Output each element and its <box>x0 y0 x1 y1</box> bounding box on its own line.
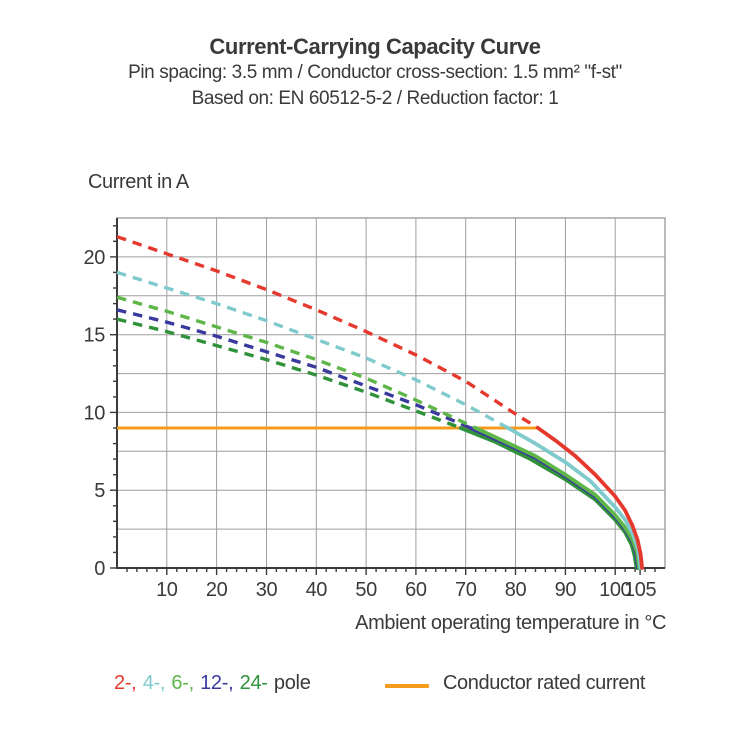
x-tick-label: 105 <box>624 579 656 601</box>
y-tick-label: 20 <box>84 247 106 269</box>
title-block: Current-Carrying Capacity Curve Pin spac… <box>0 33 750 112</box>
legend-pole-item-6: 6-, <box>171 672 200 694</box>
curve-12-pole-dashed <box>116 308 472 430</box>
curve-4-pole-dashed <box>116 270 509 430</box>
legend-pole-item-2: 2-, <box>114 672 142 694</box>
curve-6-pole-dashed <box>116 295 477 430</box>
curve-24-pole-dashed <box>116 317 462 430</box>
y-axis-title: Current in A <box>88 171 189 193</box>
x-tick-label: 20 <box>206 579 228 601</box>
legend-pole-item-4: 4-, <box>142 672 171 694</box>
legend-pole-suffix: pole <box>268 672 311 694</box>
x-tick-label: 10 <box>156 579 178 601</box>
x-axis-title: Ambient operating temperature in °C <box>355 612 666 634</box>
curve-2-pole-dashed <box>116 235 539 430</box>
curve-2-pole-solid <box>536 426 644 570</box>
x-tick-label: 60 <box>405 579 427 601</box>
curve-4-pole-solid <box>506 426 643 570</box>
y-tick-label: 5 <box>94 480 105 502</box>
chart-subtitle-spec: Pin spacing: 3.5 mm / Conductor cross-se… <box>128 62 622 83</box>
curve-6-pole-solid <box>473 426 641 570</box>
y-tick-label: 15 <box>84 325 106 347</box>
chart-subtitle-standard: Based on: EN 60512-5-2 / Reduction facto… <box>191 88 559 109</box>
y-tick-label: 0 <box>94 558 105 580</box>
x-tick-label: 100 <box>599 579 631 601</box>
x-tick-label: 50 <box>355 579 377 601</box>
rated-current-legend-label: Conductor rated current <box>443 672 646 694</box>
x-tick-label: 90 <box>555 579 577 601</box>
x-tick-label: 40 <box>306 579 328 601</box>
x-tick-label: 30 <box>256 579 278 601</box>
legend-pole-item-24: 24- <box>239 672 268 694</box>
rated-current-line-swatch <box>385 684 429 688</box>
chart-title: Current-Carrying Capacity Curve <box>209 34 541 59</box>
y-tick-label: 10 <box>84 402 106 424</box>
legend-row: 2-, 4-, 6-, 12-, 24- pole Conductor rate… <box>0 672 750 702</box>
legend-pole-item-12: 12-, <box>200 672 239 694</box>
curve-24-pole-solid <box>458 426 639 570</box>
plot-border <box>116 217 666 569</box>
x-tick-label: 70 <box>455 579 477 601</box>
x-tick-label: 80 <box>505 579 527 601</box>
curve-12-pole-solid <box>468 426 640 570</box>
pole-count-legend: 2-, 4-, 6-, 12-, 24- pole <box>114 672 312 695</box>
